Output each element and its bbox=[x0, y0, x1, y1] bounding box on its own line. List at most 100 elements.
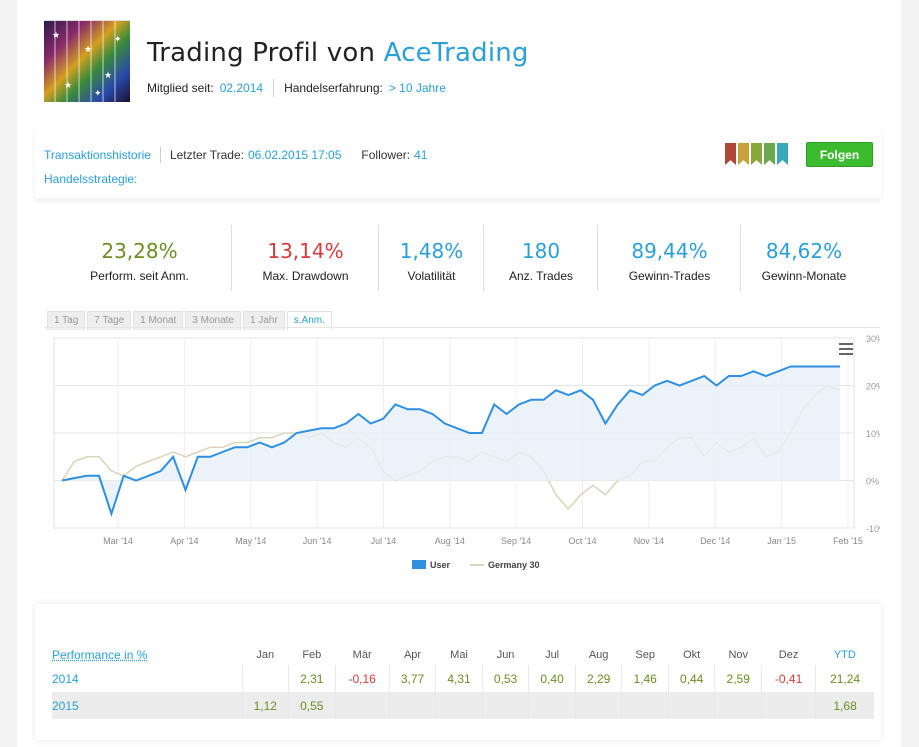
last-trade-label: Letzter Trade: bbox=[169, 148, 244, 162]
performance-cell: 1,46 bbox=[621, 665, 669, 692]
x-tick-label: Apr '14 bbox=[170, 536, 198, 546]
performance-header-link[interactable]: Performance in % bbox=[52, 648, 148, 662]
stat-label: Gewinn-Trades bbox=[628, 269, 711, 283]
series-area-fill bbox=[62, 366, 840, 514]
y-tick-label: 0% bbox=[866, 477, 879, 487]
performance-cell: 1,12 bbox=[241, 692, 289, 719]
performance-cell: 21,24 bbox=[815, 665, 874, 692]
performance-cell: 1,68 bbox=[815, 692, 874, 719]
rating-badges bbox=[725, 143, 788, 165]
performance-cell: -0,16 bbox=[334, 665, 390, 692]
performance-cell bbox=[481, 692, 529, 719]
title-prefix: Trading Profil von bbox=[147, 38, 376, 68]
performance-cell: 2,59 bbox=[714, 665, 762, 692]
month-header: Apr bbox=[403, 649, 422, 661]
y-tick-label: 10% bbox=[866, 429, 880, 439]
performance-cell: 0,40 bbox=[528, 665, 576, 692]
stat-value: 13,14% bbox=[267, 239, 344, 263]
performance-cell bbox=[714, 692, 762, 719]
year-cell[interactable]: 2014 bbox=[52, 671, 79, 686]
tab-range[interactable]: 3 Monate bbox=[185, 311, 241, 330]
stat-value: 180 bbox=[521, 239, 561, 263]
page-title: Trading Profil von AceTrading bbox=[147, 38, 529, 68]
member-since-value: 02.2014 bbox=[219, 81, 264, 95]
experience-label: Handelserfahrung: bbox=[284, 81, 383, 95]
legend-swatch bbox=[412, 560, 426, 569]
month-header: Feb bbox=[302, 649, 322, 661]
divider bbox=[378, 225, 379, 291]
x-tick-label: Oct '14 bbox=[568, 536, 596, 546]
stat-label: Max. Drawdown bbox=[262, 269, 349, 283]
stat-item: 1,48% Volatilität bbox=[379, 225, 484, 291]
x-tick-label: Dec '14 bbox=[700, 536, 730, 546]
month-header: Sep bbox=[635, 649, 655, 661]
stats-row: 23,28% Perform. seit Anm. 13,14% Max. Drawd… bbox=[47, 225, 867, 291]
profile-page: ★ ★ ★ ★ ✦ ✦ Trading Profil von AceTrading M… bbox=[17, 0, 901, 747]
tab-range[interactable]: 1 Tag bbox=[47, 311, 86, 330]
divider bbox=[740, 225, 741, 291]
performance-cell bbox=[241, 665, 289, 692]
transaction-history-link[interactable]: Transaktionshistorie bbox=[44, 148, 151, 162]
hamburger-menu-icon[interactable] bbox=[839, 343, 853, 355]
tab-range[interactable]: s.Anm. bbox=[286, 311, 332, 330]
table-row: 2015 1,12 0,55 1,68 bbox=[52, 692, 874, 719]
trading-strategy-link[interactable]: Handelsstrategie: bbox=[44, 172, 138, 186]
performance-cell bbox=[574, 692, 622, 719]
avatar: ★ ★ ★ ★ ✦ ✦ bbox=[44, 20, 130, 102]
performance-cell bbox=[621, 692, 669, 719]
performance-cell bbox=[760, 692, 816, 719]
performance-cell: 0,53 bbox=[481, 665, 529, 692]
x-tick-label: Jan '15 bbox=[767, 536, 796, 546]
stat-value: 23,28% bbox=[101, 239, 178, 263]
series-line bbox=[61, 365, 840, 518]
rating-badge-icon bbox=[751, 143, 762, 165]
stat-value: 1,48% bbox=[399, 239, 464, 263]
stat-item: 23,28% Perform. seit Anm. bbox=[47, 225, 232, 291]
performance-cell bbox=[334, 692, 390, 719]
legend-label: User bbox=[430, 560, 451, 570]
x-tick-label: Jul '14 bbox=[371, 536, 397, 546]
tab-range[interactable]: 7 Tage bbox=[87, 311, 132, 330]
performance-table: Performance in % Jan Feb Mär Apr Mai Jun Jul Aug… bbox=[52, 645, 874, 719]
performance-cell bbox=[528, 692, 576, 719]
performance-cell bbox=[388, 692, 436, 719]
month-header: Aug bbox=[588, 649, 609, 661]
performance-cell: 4,31 bbox=[435, 665, 483, 692]
stat-label: Anz. Trades bbox=[508, 269, 574, 283]
month-header: Jul bbox=[545, 649, 560, 661]
follow-button[interactable]: Folgen bbox=[806, 142, 873, 167]
y-tick-label: 30% bbox=[866, 334, 880, 344]
tab-range[interactable]: 1 Jahr bbox=[242, 311, 285, 330]
x-tick-label: Mar '14 bbox=[103, 536, 133, 546]
trader-name-link[interactable]: AceTrading bbox=[383, 38, 529, 68]
tab-range[interactable]: 1 Monat bbox=[133, 311, 184, 330]
chart-range-tabs: 1 Tag 7 Tage 1 Monat 3 Monate 1 Jahr s.Anm. bbox=[47, 311, 332, 330]
y-tick-label: 20% bbox=[866, 382, 880, 392]
stat-value: 89,44% bbox=[631, 239, 708, 263]
month-header: Jun bbox=[496, 649, 515, 661]
stat-label: Gewinn-Monate bbox=[761, 269, 847, 283]
stat-label: Volatilität bbox=[407, 269, 456, 283]
stat-value: 84,62% bbox=[765, 239, 843, 263]
x-tick-label: May '14 bbox=[235, 536, 266, 546]
divider bbox=[231, 225, 232, 291]
stat-label: Perform. seit Anm. bbox=[90, 269, 189, 283]
performance-table-section: Performance in % Jan Feb Mär Apr Mai Jun Jul Aug… bbox=[35, 604, 881, 740]
rating-badge-icon bbox=[777, 143, 788, 165]
rating-badge-icon bbox=[764, 143, 775, 165]
divider bbox=[597, 225, 598, 291]
year-cell[interactable]: 2015 bbox=[52, 692, 242, 719]
performance-chart: 30% 20% 10% 0% -10% Mar '14 Apr '14 May '14 Jun … bbox=[44, 327, 880, 581]
x-tick-label: Feb '15 bbox=[833, 536, 863, 546]
performance-cell bbox=[435, 692, 483, 719]
info-bar: Transaktionshistorie Letzter Trade: 06.0… bbox=[35, 128, 881, 198]
month-header: Okt bbox=[683, 649, 701, 661]
x-tick-label: Jun '14 bbox=[303, 536, 332, 546]
last-trade-value: 06.02.2015 17:05 bbox=[247, 148, 342, 162]
x-tick-label: Aug '14 bbox=[435, 536, 465, 546]
table-row: 2014 2,31 -0,16 3,77 4,31 0,53 0,40 2,29 1,46 0,4… bbox=[52, 665, 874, 692]
performance-cell: 0,44 bbox=[667, 665, 715, 692]
performance-cell bbox=[667, 692, 715, 719]
stat-item: 180 Anz. Trades bbox=[484, 225, 598, 291]
experience-value: > 10 Jahre bbox=[388, 81, 446, 95]
